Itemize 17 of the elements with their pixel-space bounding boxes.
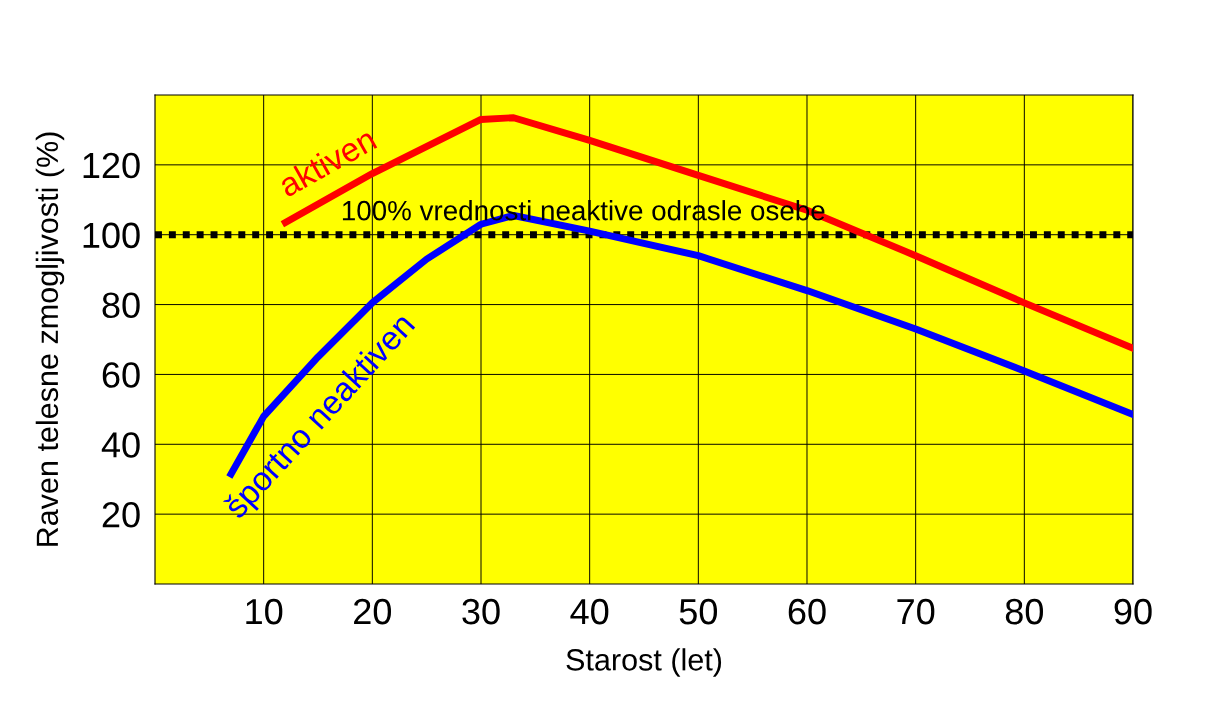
y-tick-label: 80 <box>102 292 140 319</box>
x-axis-title: Starost (let) <box>566 648 722 677</box>
x-tick-label: 80 <box>1005 598 1044 625</box>
x-tick-label: 70 <box>897 598 935 625</box>
y-tick-label: 20 <box>102 502 140 528</box>
x-tick-label: 10 <box>246 598 283 625</box>
x-tick-label: 20 <box>354 598 392 625</box>
y-tick-label: 120 <box>83 152 140 179</box>
y-axis-title: Raven telesne zmogljivosti (%) <box>35 132 65 546</box>
y-tick-label: 40 <box>101 432 140 458</box>
x-tick-label: 40 <box>570 598 609 625</box>
x-tick-label: 30 <box>462 598 500 625</box>
x-tick-label: 50 <box>679 598 718 625</box>
y-tick-label: 60 <box>102 362 140 388</box>
x-tick-label: 60 <box>788 598 826 625</box>
x-tick-label: 90 <box>1114 598 1152 625</box>
y-tick-label: 100 <box>83 222 140 249</box>
